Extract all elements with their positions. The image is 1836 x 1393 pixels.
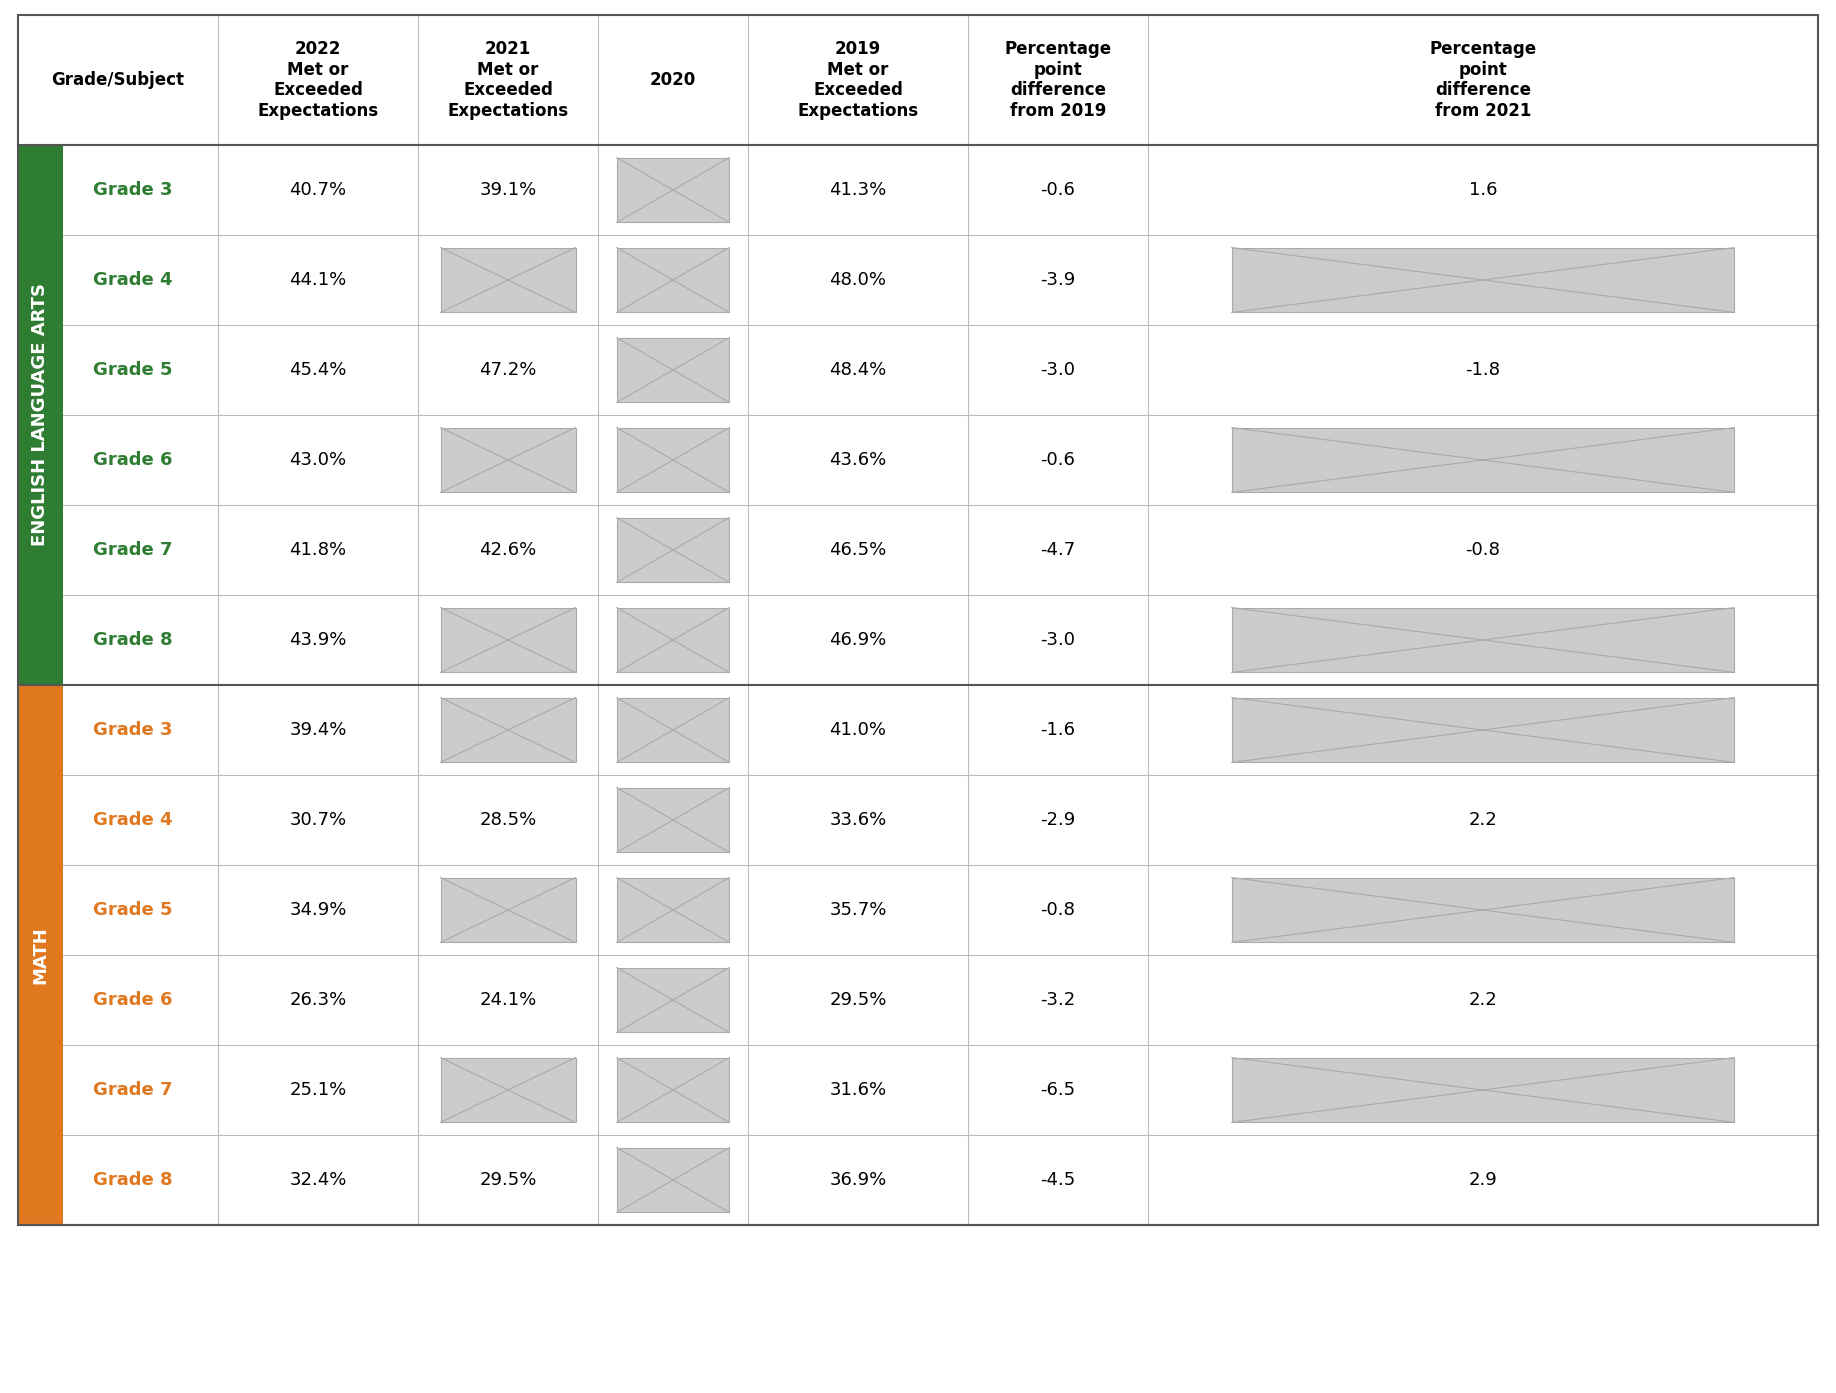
Text: -4.5: -4.5 xyxy=(1041,1172,1076,1190)
Text: -4.7: -4.7 xyxy=(1041,540,1076,559)
Bar xyxy=(617,157,729,223)
Bar xyxy=(441,1057,575,1123)
Text: Grade 7: Grade 7 xyxy=(94,1081,173,1099)
Text: 26.3%: 26.3% xyxy=(290,990,347,1009)
Text: 44.1%: 44.1% xyxy=(290,272,347,288)
Bar xyxy=(441,248,575,312)
Bar xyxy=(18,15,1818,1224)
Text: 2.2: 2.2 xyxy=(1469,811,1498,829)
Text: 29.5%: 29.5% xyxy=(479,1172,536,1190)
Text: 42.6%: 42.6% xyxy=(479,540,536,559)
Text: Grade 7: Grade 7 xyxy=(94,540,173,559)
Text: -3.0: -3.0 xyxy=(1041,631,1076,649)
Bar xyxy=(617,1057,729,1123)
Text: Grade 6: Grade 6 xyxy=(94,451,173,469)
Text: Grade 6: Grade 6 xyxy=(94,990,173,1009)
Text: 32.4%: 32.4% xyxy=(290,1172,347,1190)
Bar xyxy=(617,518,729,582)
Text: Grade 4: Grade 4 xyxy=(94,272,173,288)
Text: Grade 3: Grade 3 xyxy=(94,722,173,740)
Bar xyxy=(617,968,729,1032)
Text: 2022
Met or
Exceeded
Expectations: 2022 Met or Exceeded Expectations xyxy=(257,40,378,120)
Bar xyxy=(1232,698,1735,762)
Bar xyxy=(617,1148,729,1212)
Text: Grade 8: Grade 8 xyxy=(94,631,173,649)
Text: Percentage
point
difference
from 2019: Percentage point difference from 2019 xyxy=(1004,40,1111,120)
Text: 47.2%: 47.2% xyxy=(479,361,536,379)
Text: 35.7%: 35.7% xyxy=(830,901,887,919)
Text: 2020: 2020 xyxy=(650,71,696,89)
Text: 2019
Met or
Exceeded
Expectations: 2019 Met or Exceeded Expectations xyxy=(797,40,918,120)
Bar xyxy=(18,685,62,1224)
Bar xyxy=(617,878,729,943)
Text: 48.0%: 48.0% xyxy=(830,272,887,288)
Text: 45.4%: 45.4% xyxy=(290,361,347,379)
Bar xyxy=(617,337,729,403)
Bar xyxy=(1232,878,1735,943)
Text: 34.9%: 34.9% xyxy=(290,901,347,919)
Text: MATH: MATH xyxy=(31,926,50,983)
Text: 39.1%: 39.1% xyxy=(479,181,536,199)
Text: Grade 8: Grade 8 xyxy=(94,1172,173,1190)
Bar xyxy=(441,607,575,673)
Text: 41.0%: 41.0% xyxy=(830,722,887,740)
Text: 41.8%: 41.8% xyxy=(290,540,347,559)
Text: 2021
Met or
Exceeded
Expectations: 2021 Met or Exceeded Expectations xyxy=(448,40,569,120)
Text: 40.7%: 40.7% xyxy=(290,181,347,199)
Bar xyxy=(617,787,729,853)
Text: 2.2: 2.2 xyxy=(1469,990,1498,1009)
Bar xyxy=(18,15,1818,145)
Text: -3.2: -3.2 xyxy=(1041,990,1076,1009)
Text: -0.8: -0.8 xyxy=(1041,901,1076,919)
Text: 43.0%: 43.0% xyxy=(290,451,347,469)
Bar xyxy=(617,248,729,312)
Text: 30.7%: 30.7% xyxy=(290,811,347,829)
Text: -0.6: -0.6 xyxy=(1041,451,1076,469)
Text: -0.8: -0.8 xyxy=(1465,540,1500,559)
Text: 43.9%: 43.9% xyxy=(290,631,347,649)
Bar xyxy=(18,145,62,685)
Text: 39.4%: 39.4% xyxy=(290,722,347,740)
Bar xyxy=(617,698,729,762)
Text: 29.5%: 29.5% xyxy=(830,990,887,1009)
Text: Grade 5: Grade 5 xyxy=(94,901,173,919)
Text: 2.9: 2.9 xyxy=(1469,1172,1498,1190)
Text: 43.6%: 43.6% xyxy=(830,451,887,469)
Text: Percentage
point
difference
from 2021: Percentage point difference from 2021 xyxy=(1430,40,1537,120)
Text: 46.5%: 46.5% xyxy=(830,540,887,559)
Text: 48.4%: 48.4% xyxy=(830,361,887,379)
Bar xyxy=(1232,1057,1735,1123)
Text: ENGLISH LANGUAGE ARTS: ENGLISH LANGUAGE ARTS xyxy=(31,284,50,546)
Text: 31.6%: 31.6% xyxy=(830,1081,887,1099)
Text: -6.5: -6.5 xyxy=(1041,1081,1076,1099)
Text: -3.0: -3.0 xyxy=(1041,361,1076,379)
Bar xyxy=(1232,428,1735,492)
Text: 25.1%: 25.1% xyxy=(290,1081,347,1099)
Text: 41.3%: 41.3% xyxy=(830,181,887,199)
Bar xyxy=(1232,607,1735,673)
Bar xyxy=(1232,248,1735,312)
Text: 1.6: 1.6 xyxy=(1469,181,1496,199)
Text: -2.9: -2.9 xyxy=(1041,811,1076,829)
Text: 24.1%: 24.1% xyxy=(479,990,536,1009)
Text: 33.6%: 33.6% xyxy=(830,811,887,829)
Bar xyxy=(441,698,575,762)
Text: Grade 4: Grade 4 xyxy=(94,811,173,829)
Text: Grade 3: Grade 3 xyxy=(94,181,173,199)
Text: 46.9%: 46.9% xyxy=(830,631,887,649)
Text: Grade 5: Grade 5 xyxy=(94,361,173,379)
Text: 36.9%: 36.9% xyxy=(830,1172,887,1190)
Bar xyxy=(441,428,575,492)
Text: -1.8: -1.8 xyxy=(1465,361,1500,379)
Text: Grade/Subject: Grade/Subject xyxy=(51,71,184,89)
Bar xyxy=(617,607,729,673)
Text: -0.6: -0.6 xyxy=(1041,181,1076,199)
Text: -3.9: -3.9 xyxy=(1041,272,1076,288)
Bar xyxy=(617,428,729,492)
Text: -1.6: -1.6 xyxy=(1041,722,1076,740)
Text: 28.5%: 28.5% xyxy=(479,811,536,829)
Bar xyxy=(441,878,575,943)
